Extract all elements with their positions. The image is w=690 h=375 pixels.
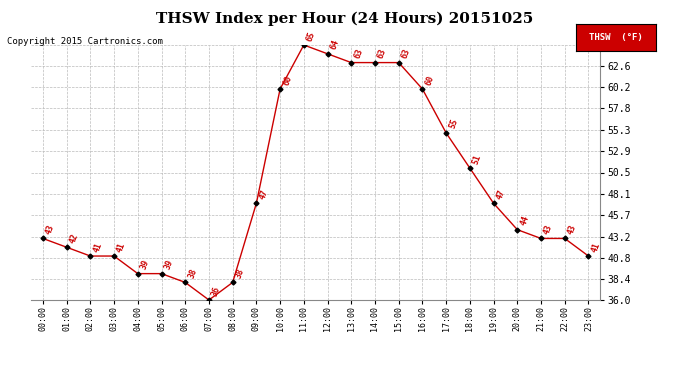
Text: 43: 43 [44,223,56,236]
Text: 47: 47 [258,188,270,201]
Text: 42: 42 [68,232,80,244]
Text: 60: 60 [424,74,435,86]
Text: 43: 43 [542,223,554,236]
Text: 36: 36 [210,285,222,297]
Text: 41: 41 [92,241,104,253]
Text: 63: 63 [376,47,388,60]
Text: THSW Index per Hour (24 Hours) 20151025: THSW Index per Hour (24 Hours) 20151025 [157,11,533,26]
Text: 39: 39 [139,258,151,271]
Text: 38: 38 [186,267,199,280]
Text: 47: 47 [495,188,507,201]
Text: 38: 38 [234,267,246,280]
Text: Copyright 2015 Cartronics.com: Copyright 2015 Cartronics.com [7,38,163,46]
Text: 41: 41 [590,241,602,253]
Text: 43: 43 [566,223,578,236]
Text: 65: 65 [305,30,317,42]
Text: 51: 51 [471,153,483,165]
Text: 39: 39 [163,258,175,271]
Text: THSW  (°F): THSW (°F) [589,33,642,42]
Text: 63: 63 [353,47,364,60]
Text: 60: 60 [282,74,293,86]
Text: 44: 44 [519,214,531,227]
Text: 41: 41 [115,241,128,253]
Text: 55: 55 [448,118,460,130]
Text: 63: 63 [400,47,412,60]
Text: 64: 64 [329,39,341,51]
